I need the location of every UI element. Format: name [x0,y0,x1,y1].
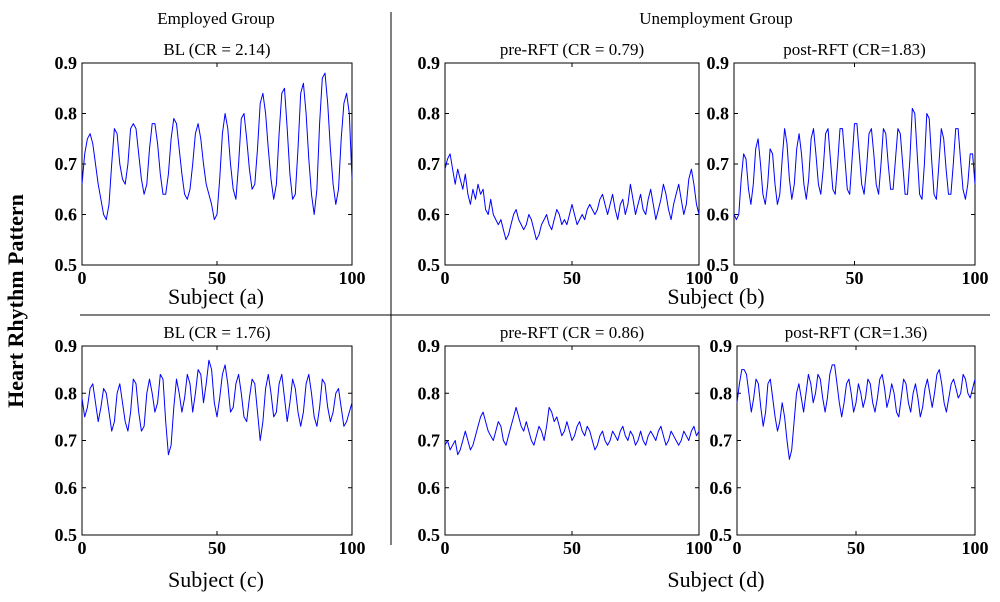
x-tick-label-d-pre: 100 [686,538,713,558]
x-tick-label-c-bl: 100 [339,538,366,558]
y-tick-label-c-bl: 0.9 [55,336,78,356]
x-tick-label-a-bl: 50 [208,268,226,288]
panel-a-bl: BL (CR = 2.14) 0.5 0.6 0.7 0.8 0.9 0 50 100 [55,40,366,288]
panel-c-bl: BL (CR = 1.76) 0.5 0.6 0.7 0.8 0.9 0 50 100 [55,323,366,558]
x-tick-label-b-post: 50 [846,268,864,288]
group-header-unemployment: Unemployment Group [639,9,792,28]
panel-title-b-post: post-RFT (CR=1.83) [783,40,925,59]
series-line-d-post [736,364,976,460]
y-tick-label-c-bl: 0.7 [55,431,78,451]
plot-frame-d-post [736,345,976,536]
panel-d-pre: pre-RFT (CR = 0.86) 0.5 0.6 0.7 0.8 0.9 0 50 100 [418,323,713,558]
y-tick-label-b-post: 0.6 [707,205,730,225]
y-tick-label-c-bl: 0.8 [55,383,78,403]
x-axis-label-b: Subject (b) [667,284,764,309]
panel-title-d-pre: pre-RFT (CR = 0.86) [500,323,644,342]
x-tick-label-c-bl: 50 [208,538,226,558]
y-tick-label-b-pre: 0.7 [418,154,441,174]
y-tick-label-a-bl: 0.6 [55,205,78,225]
y-tick-label-b-pre: 0.8 [418,104,441,124]
y-tick-label-b-post: 0.7 [707,154,730,174]
series-line-c-bl [81,359,353,456]
plot-frame-b-pre [444,62,700,266]
y-tick-label-d-pre: 0.9 [418,336,441,356]
x-axis-label-a: Subject (a) [168,284,264,309]
y-tick-label-d-pre: 0.7 [418,431,441,451]
x-tick-label-d-post: 0 [733,538,742,558]
y-tick-label-b-pre: 0.6 [418,205,441,225]
series-line-d-pre [444,406,700,456]
y-tick-label-b-post: 0.5 [707,255,730,275]
y-tick-label-c-bl: 0.6 [55,478,78,498]
x-axis-label-c: Subject (c) [168,567,264,592]
panel-title-b-pre: pre-RFT (CR = 0.79) [500,40,644,59]
series-line-a-bl [81,72,353,221]
panel-d-post: post-RFT (CR=1.36) 0.5 0.6 0.7 0.8 0.9 0 50 100 [710,323,989,558]
plot-frame-c-bl [81,345,353,536]
panel-title-d-post: post-RFT (CR=1.36) [785,323,927,342]
x-tick-label-d-post: 50 [847,538,865,558]
x-tick-label-d-pre: 0 [441,538,450,558]
chart-panels: BL (CR = 2.14)0.50.60.70.80.90 50 100pre-R… [55,40,989,558]
x-axis-label-d: Subject (d) [667,567,764,592]
x-tick-label-b-pre: 100 [686,268,713,288]
panel-b-post: post-RFT (CR=1.83) 0.5 0.6 0.7 0.8 0.9 0 50 100 [707,40,989,288]
plot-frame-b-post [733,62,976,266]
y-tick-label-d-pre: 0.8 [418,383,441,403]
panel-title-c-bl: BL (CR = 1.76) [163,323,270,342]
x-tick-label-d-pre: 50 [563,538,581,558]
x-tick-label-b-pre: 50 [563,268,581,288]
y-tick-label-b-pre: 0.9 [418,53,441,73]
plot-frame-a-bl [81,62,353,266]
x-tick-label-b-pre: 0 [441,268,450,288]
y-tick-label-a-bl: 0.8 [55,104,78,124]
x-tick-label-b-post: 0 [730,268,739,288]
x-tick-label-d-post: 100 [962,538,989,558]
y-tick-label-d-post: 0.5 [710,525,733,545]
x-tick-label-a-bl: 100 [339,268,366,288]
y-tick-label-a-bl: 0.7 [55,154,78,174]
y-tick-label-a-bl: 0.5 [55,255,78,275]
series-line-b-pre [444,153,700,241]
y-tick-label-d-post: 0.7 [710,431,733,451]
x-tick-label-b-post: 100 [962,268,989,288]
y-tick-label-d-pre: 0.6 [418,478,441,498]
y-tick-label-d-post: 0.8 [710,383,733,403]
series-line-b-post [733,107,976,221]
y-tick-label-d-post: 0.9 [710,336,733,356]
x-tick-label-a-bl: 0 [78,268,87,288]
group-header-employed: Employed Group [157,9,275,28]
y-tick-label-b-pre: 0.5 [418,255,441,275]
y-tick-label-b-post: 0.9 [707,53,730,73]
y-tick-label-d-pre: 0.5 [418,525,441,545]
panel-title-a-bl: BL (CR = 2.14) [163,40,270,59]
y-tick-label-d-post: 0.6 [710,478,733,498]
panel-b-pre: pre-RFT (CR = 0.79) 0.5 0.6 0.7 0.8 0.9 0 50 100 [418,40,713,288]
y-axis-label: Heart Rhythm Pattern [3,194,28,408]
x-tick-label-c-bl: 0 [78,538,87,558]
y-tick-label-b-post: 0.8 [707,104,730,124]
y-tick-label-c-bl: 0.5 [55,525,78,545]
y-tick-label-a-bl: 0.9 [55,53,78,73]
